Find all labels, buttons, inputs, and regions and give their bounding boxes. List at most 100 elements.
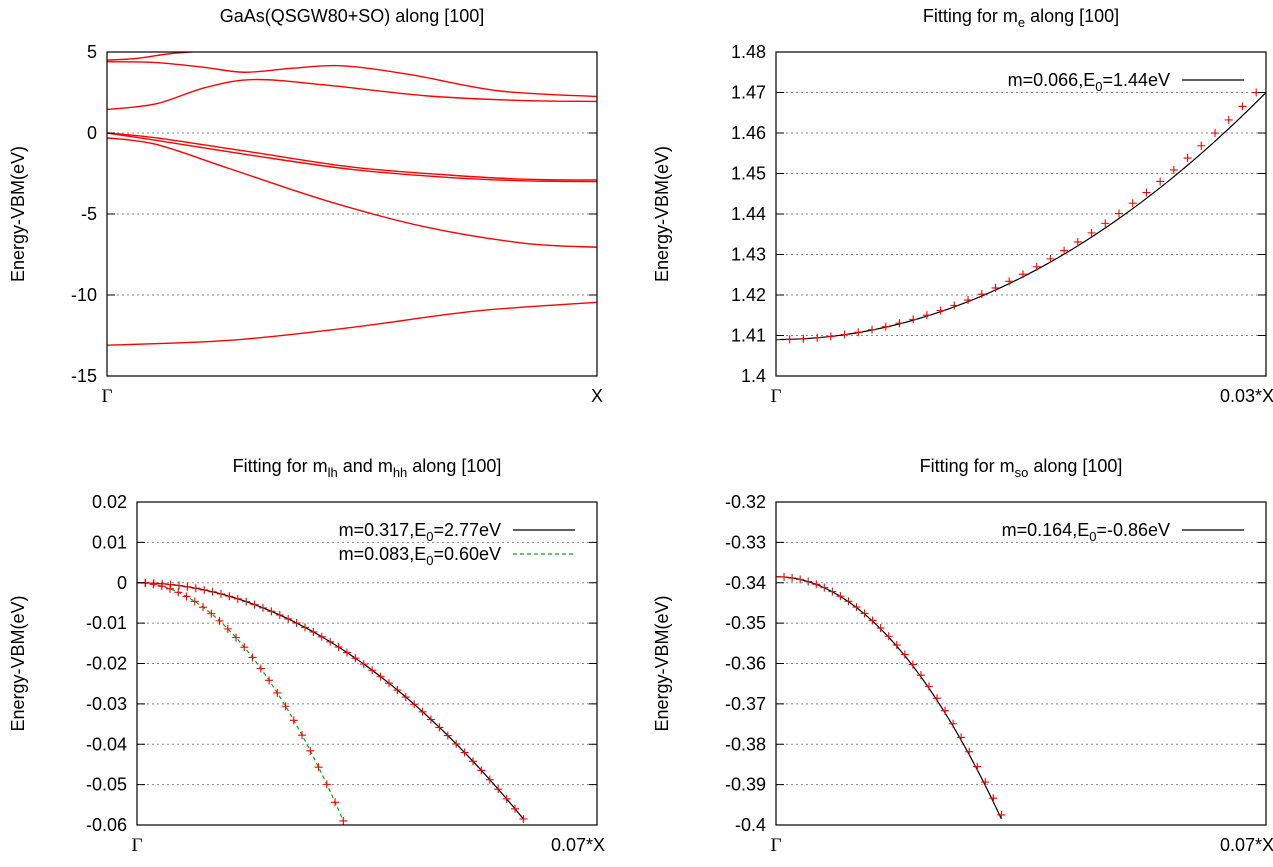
data-point — [1101, 219, 1110, 228]
y-tick-label: -0.03 — [86, 694, 127, 714]
data-point — [895, 319, 904, 328]
data-point — [836, 592, 845, 601]
data-point — [826, 332, 835, 341]
plot-frame — [106, 51, 598, 377]
data-point — [1169, 165, 1178, 174]
data-point — [343, 648, 351, 657]
y-tick-label: -0.04 — [86, 734, 127, 754]
data-point — [936, 306, 945, 315]
data-point — [208, 587, 217, 596]
y-tick-label: 1.46 — [731, 123, 766, 143]
data-point — [359, 660, 368, 669]
legend-label: m=0.083,E0=0.60eV — [339, 544, 501, 568]
data-point — [989, 794, 998, 803]
x-tick-label: X — [591, 386, 603, 406]
data-point — [242, 597, 251, 606]
data-point — [284, 614, 293, 623]
data-point — [868, 616, 877, 625]
x-tick-label: 0.03*X — [1220, 386, 1273, 406]
data-point — [460, 748, 469, 757]
data-point — [331, 798, 340, 807]
data-point — [876, 624, 885, 633]
data-point — [1060, 246, 1069, 255]
data-point — [149, 580, 158, 589]
data-point — [844, 597, 853, 606]
data-point — [326, 637, 335, 646]
y-tick-label: 1.4 — [741, 366, 766, 386]
data-point — [292, 619, 301, 628]
data-point — [860, 609, 869, 618]
data-point — [973, 762, 982, 771]
chart-title: Fitting for me along [100] — [923, 6, 1119, 30]
data-point — [900, 650, 909, 659]
data-point — [1224, 115, 1233, 124]
data-point — [289, 716, 298, 725]
y-tick-label: 0.01 — [92, 532, 127, 552]
data-point — [256, 664, 265, 673]
data-point — [376, 672, 385, 681]
data-point — [908, 660, 917, 669]
data-point — [519, 814, 528, 823]
data-point — [949, 719, 958, 728]
data-point — [223, 624, 232, 633]
data-point — [991, 283, 1000, 292]
data-point — [427, 715, 435, 724]
x-tick-label: Γ — [771, 835, 782, 856]
data-point — [981, 778, 990, 787]
data-point — [1142, 188, 1151, 197]
data-point — [157, 582, 166, 591]
y-tick-label: -0.39 — [725, 775, 766, 795]
data-point — [175, 581, 183, 590]
data-point — [1183, 154, 1192, 163]
data-point — [1211, 129, 1220, 138]
data-point — [941, 706, 950, 715]
y-tick-label: -0.02 — [86, 654, 127, 674]
data-point — [964, 296, 973, 305]
y-tick-label: -0.34 — [725, 573, 766, 593]
data-point — [502, 794, 511, 803]
data-point — [477, 766, 486, 775]
fit-line — [776, 576, 1002, 820]
y-axis-label: Energy-VBM(eV) — [652, 595, 672, 731]
data-point — [785, 335, 794, 344]
data-point — [933, 694, 941, 703]
data-point — [191, 584, 200, 593]
data-point — [957, 733, 966, 742]
data-point — [1197, 141, 1206, 150]
data-point — [780, 572, 789, 581]
chart-title: Fitting for mlh and mhh along [100] — [233, 456, 502, 480]
plot-frame — [775, 51, 1267, 377]
data-point — [200, 585, 209, 594]
data-point — [796, 575, 805, 584]
data-point — [884, 632, 893, 641]
data-point — [1018, 270, 1027, 279]
data-point — [1005, 277, 1014, 286]
data-point — [924, 682, 933, 691]
data-point — [916, 671, 925, 680]
y-tick-label: 1.41 — [731, 326, 766, 346]
x-tick-label: Γ — [771, 386, 782, 407]
data-point — [1156, 177, 1165, 186]
fit-line — [137, 582, 524, 820]
data-point — [207, 609, 216, 618]
data-point — [265, 676, 274, 685]
data-point — [804, 577, 813, 586]
data-point — [334, 643, 343, 652]
data-point — [776, 572, 780, 581]
data-point — [965, 747, 974, 756]
data-point — [812, 580, 821, 589]
y-tick-label: 0 — [87, 123, 97, 143]
data-point — [233, 594, 242, 603]
y-tick-label: -0.4 — [735, 815, 766, 835]
band-line — [107, 137, 597, 248]
data-point — [892, 641, 901, 650]
band-line — [107, 301, 597, 346]
y-tick-label: 0 — [117, 573, 127, 593]
y-tick-label: -0.33 — [725, 532, 766, 552]
y-tick-label: -0.37 — [725, 694, 766, 714]
x-tick-label: 0.07*X — [551, 835, 605, 855]
plot-frame — [136, 501, 598, 826]
y-tick-label: -0.05 — [86, 775, 127, 795]
y-axis-label: Energy-VBM(eV) — [8, 146, 28, 282]
plot-frame — [775, 501, 1267, 826]
